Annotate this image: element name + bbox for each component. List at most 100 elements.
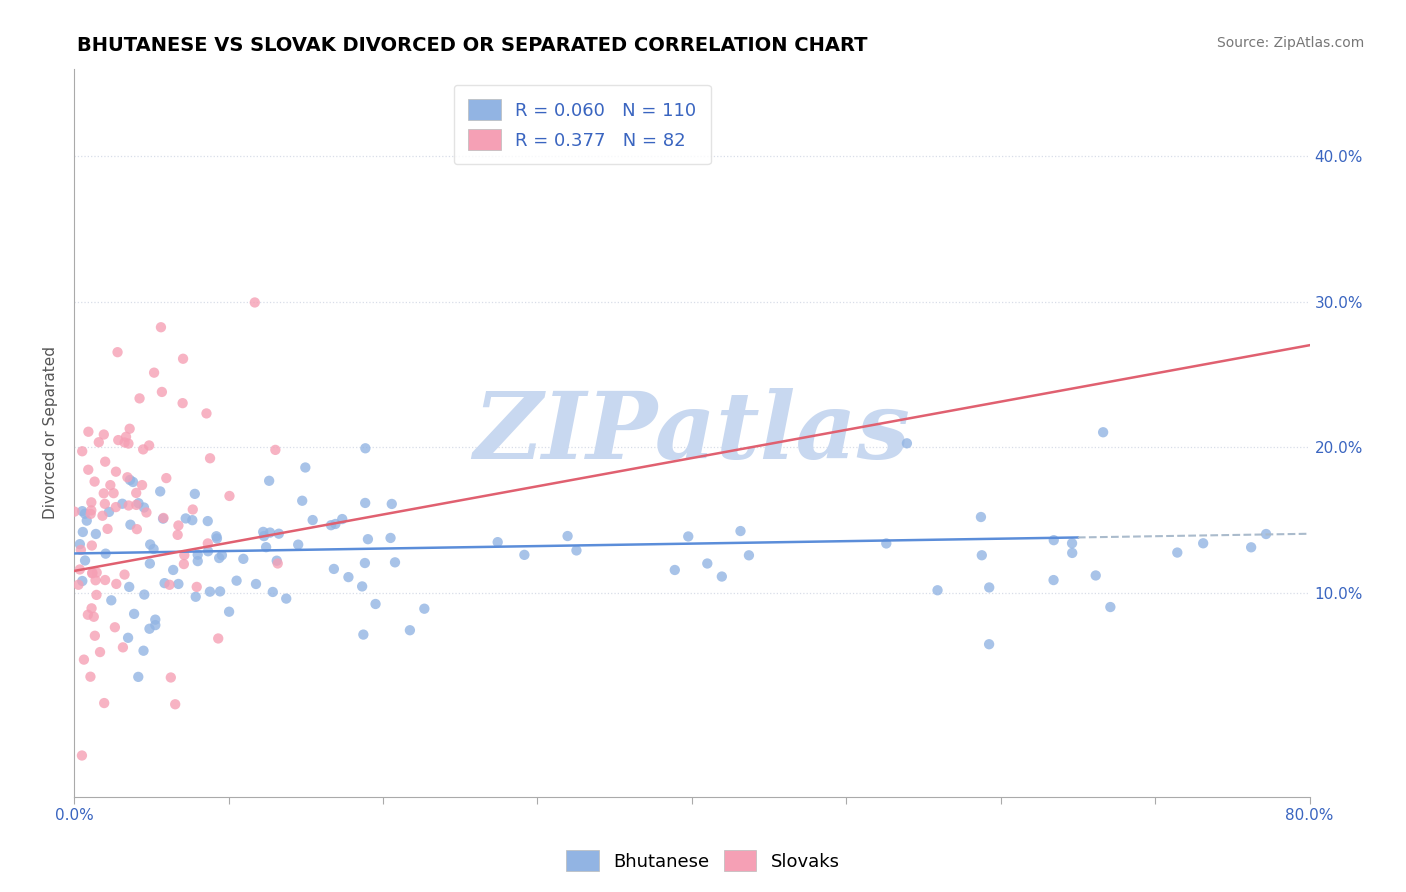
Point <box>252 524 274 539</box>
Point <box>117 631 139 645</box>
Point <box>103 486 125 500</box>
Point <box>93 696 115 710</box>
Point <box>186 580 208 594</box>
Point <box>1042 533 1064 548</box>
Point <box>77 425 100 439</box>
Point <box>120 517 142 532</box>
Point <box>218 489 240 503</box>
Point <box>1060 536 1083 550</box>
Point <box>117 470 139 484</box>
Point <box>197 536 219 550</box>
Point <box>513 548 536 562</box>
Point <box>79 670 101 684</box>
Point <box>696 557 718 571</box>
Point <box>86 566 108 580</box>
Point <box>875 536 897 550</box>
Point <box>122 607 145 621</box>
Point <box>132 644 155 658</box>
Point <box>205 532 228 546</box>
Point <box>287 538 309 552</box>
Point <box>111 497 134 511</box>
Point <box>181 502 204 516</box>
Point <box>354 556 377 570</box>
Point <box>486 535 509 549</box>
Point <box>152 511 174 525</box>
Point <box>184 590 207 604</box>
Point <box>291 493 314 508</box>
Point <box>82 566 104 580</box>
Point <box>245 577 267 591</box>
Point <box>138 438 160 452</box>
Point <box>352 579 374 593</box>
Point <box>125 486 148 500</box>
Point <box>84 527 107 541</box>
Point <box>184 487 207 501</box>
Point <box>253 529 276 543</box>
Point <box>354 442 377 456</box>
Point <box>83 609 105 624</box>
Point <box>166 528 188 542</box>
Point <box>125 498 148 512</box>
Point <box>70 542 93 557</box>
Point <box>104 620 127 634</box>
Point <box>267 557 290 571</box>
Legend: R = 0.060   N = 110, R = 0.377   N = 82: R = 0.060 N = 110, R = 0.377 N = 82 <box>454 85 710 164</box>
Point <box>107 345 129 359</box>
Point <box>970 548 993 562</box>
Point <box>187 548 209 562</box>
Point <box>70 748 93 763</box>
Point <box>86 588 108 602</box>
Point <box>225 574 247 588</box>
Point <box>131 478 153 492</box>
Point <box>218 605 240 619</box>
Point <box>162 563 184 577</box>
Point <box>264 442 287 457</box>
Point <box>105 577 128 591</box>
Point <box>139 557 162 571</box>
Point <box>132 442 155 457</box>
Point <box>174 511 197 525</box>
Point <box>977 637 1000 651</box>
Point <box>262 585 284 599</box>
Point <box>354 496 377 510</box>
Point <box>384 555 406 569</box>
Point <box>209 584 232 599</box>
Point <box>117 499 139 513</box>
Point <box>197 544 219 558</box>
Point <box>80 495 103 509</box>
Point <box>1092 425 1115 440</box>
Point <box>181 513 204 527</box>
Point <box>149 484 172 499</box>
Point <box>118 473 141 487</box>
Point <box>152 511 174 525</box>
Point <box>207 632 229 646</box>
Point <box>80 601 103 615</box>
Point <box>94 497 117 511</box>
Point <box>173 548 195 562</box>
Point <box>380 531 402 545</box>
Point <box>104 465 127 479</box>
Point <box>94 573 117 587</box>
Point <box>243 295 266 310</box>
Point <box>319 518 342 533</box>
Point <box>72 524 94 539</box>
Point <box>301 513 323 527</box>
Point <box>73 652 96 666</box>
Point <box>98 478 121 492</box>
Point <box>83 629 105 643</box>
Point <box>73 553 96 567</box>
Point <box>107 433 129 447</box>
Text: BHUTANESE VS SLOVAK DIVORCED OR SEPARATED CORRELATION CHART: BHUTANESE VS SLOVAK DIVORCED OR SEPARATE… <box>77 36 868 54</box>
Point <box>70 444 93 458</box>
Point <box>93 486 115 500</box>
Point <box>294 460 316 475</box>
Point <box>337 570 360 584</box>
Point <box>139 537 162 551</box>
Point <box>1240 541 1263 555</box>
Point <box>94 547 117 561</box>
Point <box>128 392 150 406</box>
Point <box>738 549 761 563</box>
Point <box>1099 600 1122 615</box>
Point <box>79 507 101 521</box>
Point <box>159 671 181 685</box>
